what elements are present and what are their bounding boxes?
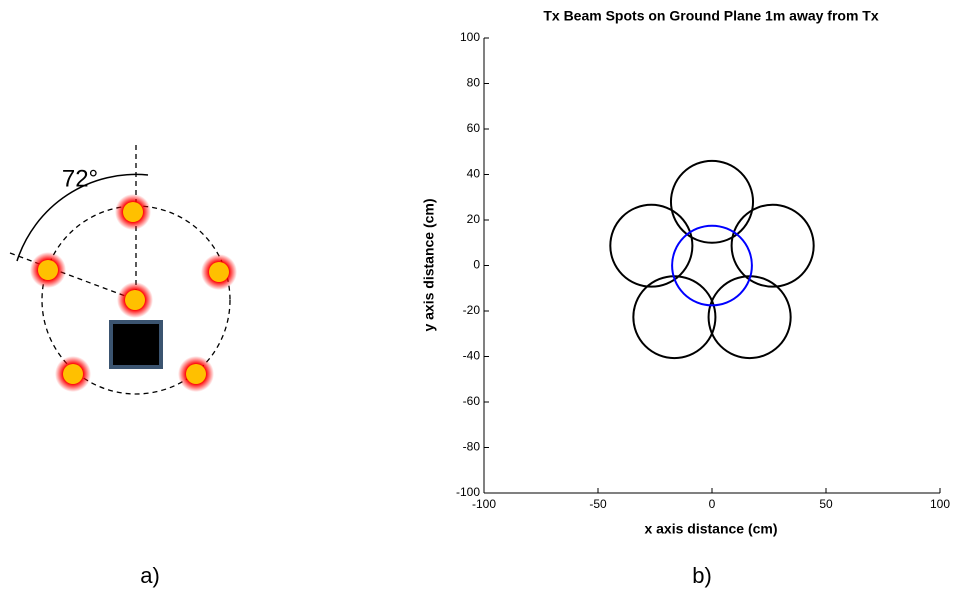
beam-spot — [672, 226, 752, 306]
y-tick-label: 40 — [467, 167, 481, 181]
beam-spot — [633, 276, 715, 358]
diagram-a: 72° a) — [10, 145, 237, 588]
y-tick-label: -80 — [463, 440, 481, 454]
x-tick-label: 100 — [930, 497, 950, 511]
x-tick-label: 50 — [819, 497, 833, 511]
y-tick-label: 20 — [467, 212, 481, 226]
led — [186, 364, 206, 384]
x-tick-label: -50 — [589, 497, 607, 511]
led — [38, 260, 58, 280]
y-tick-label: -40 — [463, 349, 481, 363]
caption: a) — [140, 563, 160, 588]
led — [63, 364, 83, 384]
x-tick-label: 0 — [709, 497, 716, 511]
y-tick-label: 100 — [460, 30, 480, 44]
led — [209, 262, 229, 282]
chart-title: Tx Beam Spots on Ground Plane 1m away fr… — [543, 8, 879, 24]
beam-spot — [709, 276, 791, 358]
caption: b) — [692, 563, 712, 588]
led — [123, 202, 143, 222]
x-axis-label: x axis distance (cm) — [644, 521, 777, 537]
transmitter — [111, 322, 161, 367]
beam-spot — [732, 205, 814, 287]
led — [125, 290, 145, 310]
y-tick-label: -60 — [463, 394, 481, 408]
y-axis-label: y axis distance (cm) — [421, 198, 437, 331]
angle-label: 72° — [62, 165, 98, 192]
y-tick-label: 80 — [467, 76, 481, 90]
y-tick-label: 0 — [473, 258, 480, 272]
beam-spot — [671, 161, 753, 243]
figure: 72° a) b) Tx Beam Spots on Ground Plane … — [0, 0, 957, 594]
y-tick-label: -20 — [463, 303, 481, 317]
y-tick-label: -100 — [456, 485, 480, 499]
x-tick-label: -100 — [472, 497, 496, 511]
y-tick-label: 60 — [467, 121, 481, 135]
beam-spot — [610, 205, 692, 287]
dashed-axis — [10, 253, 136, 300]
